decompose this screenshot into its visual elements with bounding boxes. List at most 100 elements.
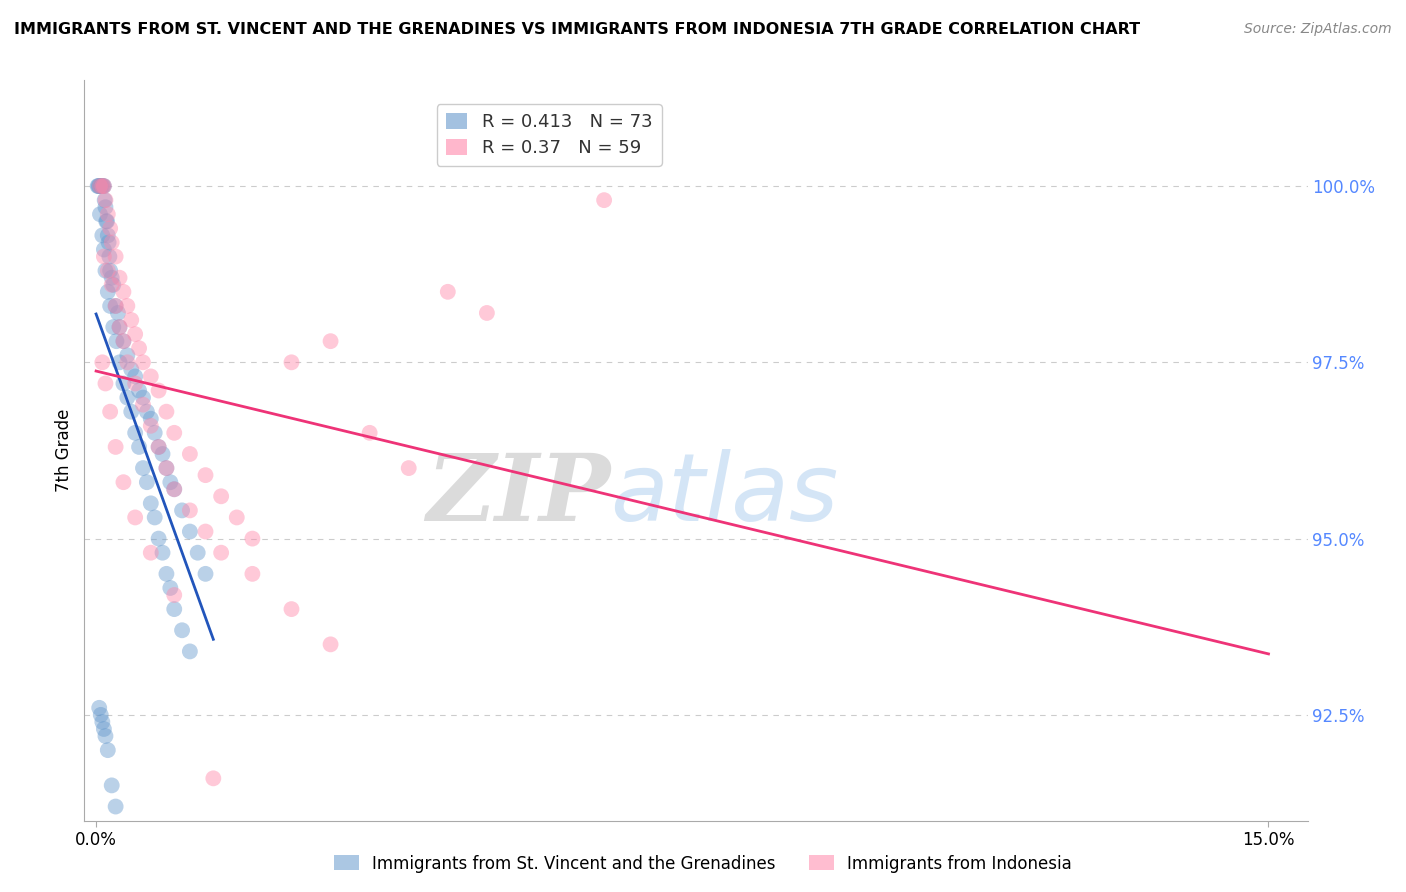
Point	[159, 581, 181, 595]
Point	[94, 376, 117, 391]
Point	[91, 179, 114, 194]
Point	[94, 729, 117, 743]
Point	[593, 193, 616, 207]
Point	[132, 398, 155, 412]
Point	[104, 299, 127, 313]
Point	[105, 334, 128, 348]
Point	[398, 461, 420, 475]
Point	[359, 425, 381, 440]
Point	[242, 532, 264, 546]
Point	[108, 355, 131, 369]
Point	[117, 348, 139, 362]
Point	[90, 707, 112, 722]
Point	[108, 270, 131, 285]
Point	[209, 489, 232, 503]
Point	[86, 179, 108, 194]
Point	[96, 214, 118, 228]
Point	[104, 250, 127, 264]
Point	[135, 475, 157, 490]
Point	[139, 496, 162, 510]
Point	[91, 228, 114, 243]
Point	[170, 503, 193, 517]
Point	[97, 207, 120, 221]
Point	[194, 566, 217, 581]
Point	[132, 461, 155, 475]
Point	[179, 503, 201, 517]
Text: Source: ZipAtlas.com: Source: ZipAtlas.com	[1244, 22, 1392, 37]
Point	[117, 391, 139, 405]
Point	[98, 250, 121, 264]
Point	[152, 546, 174, 560]
Point	[319, 637, 342, 651]
Point	[93, 179, 115, 194]
Point	[135, 405, 157, 419]
Point	[209, 546, 232, 560]
Legend: R = 0.413   N = 73, R = 0.37   N = 59: R = 0.413 N = 73, R = 0.37 N = 59	[437, 104, 662, 166]
Point	[112, 285, 135, 299]
Point	[242, 566, 264, 581]
Point	[112, 376, 135, 391]
Point	[107, 306, 129, 320]
Text: ZIP: ZIP	[426, 450, 610, 540]
Point	[148, 532, 170, 546]
Point	[179, 447, 201, 461]
Point	[89, 179, 111, 194]
Point	[128, 440, 150, 454]
Point	[124, 510, 146, 524]
Point	[155, 405, 177, 419]
Text: atlas: atlas	[610, 450, 838, 541]
Point	[117, 355, 139, 369]
Point	[93, 722, 115, 736]
Point	[94, 193, 117, 207]
Point	[187, 546, 209, 560]
Point	[103, 277, 125, 292]
Point	[91, 714, 114, 729]
Point	[148, 440, 170, 454]
Point	[97, 235, 120, 250]
Point	[104, 299, 127, 313]
Point	[163, 482, 186, 496]
Point	[87, 179, 110, 194]
Point	[93, 243, 115, 257]
Point	[163, 425, 186, 440]
Point	[148, 384, 170, 398]
Point	[98, 221, 121, 235]
Point	[89, 179, 111, 194]
Point	[91, 355, 114, 369]
Point	[159, 475, 181, 490]
Point	[100, 235, 122, 250]
Point	[100, 277, 122, 292]
Legend: Immigrants from St. Vincent and the Grenadines, Immigrants from Indonesia: Immigrants from St. Vincent and the Gren…	[328, 848, 1078, 880]
Point	[100, 270, 122, 285]
Point	[94, 263, 117, 277]
Point	[97, 228, 120, 243]
Point	[148, 440, 170, 454]
Point	[120, 313, 142, 327]
Point	[108, 320, 131, 334]
Point	[93, 250, 115, 264]
Point	[143, 510, 166, 524]
Point	[98, 299, 121, 313]
Point	[96, 214, 118, 228]
Point	[124, 369, 146, 384]
Point	[139, 369, 162, 384]
Point	[120, 362, 142, 376]
Point	[155, 566, 177, 581]
Point	[139, 546, 162, 560]
Point	[139, 418, 162, 433]
Point	[475, 306, 498, 320]
Point	[143, 425, 166, 440]
Point	[124, 376, 146, 391]
Point	[97, 285, 120, 299]
Point	[108, 320, 131, 334]
Point	[225, 510, 247, 524]
Point	[163, 482, 186, 496]
Point	[163, 602, 186, 616]
Point	[155, 461, 177, 475]
Point	[104, 799, 127, 814]
Point	[194, 524, 217, 539]
Point	[93, 179, 115, 194]
Point	[97, 263, 120, 277]
Point	[89, 179, 111, 194]
Point	[97, 743, 120, 757]
